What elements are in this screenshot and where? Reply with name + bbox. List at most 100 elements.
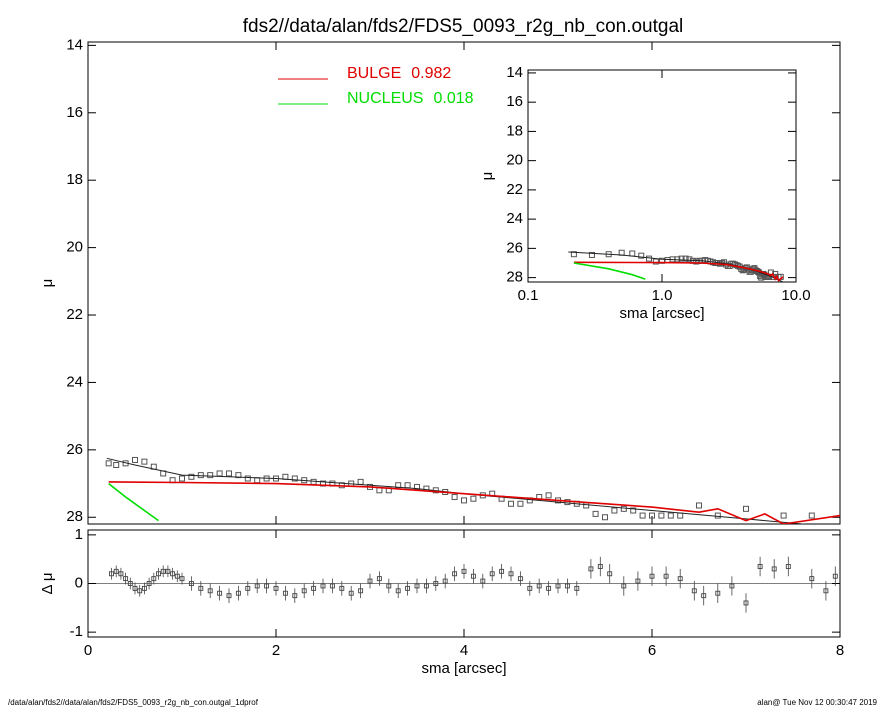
- residual-point: [414, 583, 420, 589]
- model-line: [108, 481, 840, 524]
- data-point: [693, 258, 700, 265]
- residual-point: [170, 571, 176, 577]
- y-axis-label: μ: [479, 172, 496, 181]
- data-point: [141, 458, 148, 465]
- data-point: [105, 460, 112, 467]
- data-point: [682, 255, 689, 262]
- residual-point: [188, 581, 194, 586]
- plot-frame: [527, 69, 797, 283]
- data-point: [639, 512, 646, 519]
- residual-point: [743, 600, 749, 606]
- residual-point: [348, 590, 354, 596]
- footer-right: alan@ Tue Nov 12 00:30:47 2019: [757, 698, 877, 707]
- residual-point: [235, 590, 241, 596]
- residual-point: [273, 585, 279, 591]
- data-point: [667, 512, 674, 519]
- model-line: [573, 261, 784, 282]
- residual-point: [785, 564, 791, 569]
- data-point: [602, 514, 608, 521]
- residual-point: [405, 585, 411, 591]
- y-tick-label: 16: [506, 93, 523, 110]
- residual-point: [132, 585, 138, 591]
- residual-point: [217, 590, 223, 596]
- residual-point: [198, 585, 204, 591]
- residual-point: [141, 585, 147, 591]
- residual-point: [442, 578, 448, 584]
- residual-point: [165, 568, 171, 574]
- data-point: [113, 462, 120, 469]
- plot-area: [568, 249, 784, 282]
- x-tick-label: 2: [272, 642, 280, 659]
- data-point: [588, 251, 595, 258]
- residual-point: [207, 588, 213, 594]
- data-point: [414, 483, 420, 490]
- y-tick-label: -1: [70, 623, 83, 640]
- residual-point: [433, 581, 439, 586]
- x-tick-label: 8: [836, 642, 844, 659]
- data-point: [216, 470, 223, 477]
- residual-point: [470, 573, 476, 579]
- x-tick-label: 10.0: [781, 287, 810, 304]
- data-point: [470, 495, 477, 502]
- residual-point: [376, 576, 382, 582]
- y-tick-label: 18: [66, 171, 83, 188]
- residual-point: [452, 571, 458, 577]
- data-point: [564, 499, 571, 506]
- residual-point: [127, 581, 133, 586]
- data-point: [714, 512, 721, 519]
- residual-point: [635, 578, 641, 584]
- residual-point: [109, 571, 114, 577]
- residual-point: [254, 583, 260, 589]
- data-point: [188, 473, 195, 480]
- legend-name: NUCLEUS: [347, 90, 423, 107]
- data-point: [226, 470, 232, 477]
- y-tick-label: 24: [506, 210, 523, 227]
- residual-point: [729, 583, 735, 589]
- x-tick-label: 4: [460, 642, 468, 659]
- y-axis-label: Δ μ: [39, 572, 56, 594]
- data-point: [620, 505, 627, 512]
- residual-point: [517, 576, 523, 582]
- data-point: [545, 492, 552, 499]
- y-tick-label: 14: [506, 64, 523, 81]
- model-line: [108, 482, 159, 522]
- data-point: [743, 505, 749, 512]
- data-point: [678, 255, 685, 262]
- residual-point: [527, 585, 533, 591]
- y-tick-label: 26: [506, 239, 523, 256]
- residual-point: [282, 590, 288, 596]
- y-tick-label: 20: [66, 239, 83, 256]
- residual-point: [329, 583, 335, 589]
- data-point: [686, 256, 693, 263]
- data-point: [320, 480, 326, 487]
- data-point: [461, 497, 467, 504]
- residual-point: [691, 588, 697, 594]
- legend-label: NUCLEUS 0.018: [347, 90, 474, 107]
- residual-point: [461, 568, 467, 574]
- residual-point: [607, 571, 613, 577]
- x-tick-label: 0: [84, 642, 92, 659]
- residual-point: [146, 581, 152, 586]
- y-axis-label: μ: [39, 279, 56, 288]
- y-tick-label: 1: [75, 526, 83, 543]
- legend-fraction: 0.982: [411, 65, 451, 82]
- residual-point: [564, 583, 570, 589]
- residual-point: [367, 578, 373, 584]
- x-tick-label: 6: [648, 642, 656, 659]
- residual-point: [536, 583, 542, 589]
- data-point: [291, 475, 298, 482]
- data-point: [207, 472, 214, 479]
- model-line: [106, 457, 808, 524]
- data-point: [696, 502, 702, 509]
- residual-point: [160, 568, 166, 574]
- data-point: [611, 507, 618, 514]
- residual-point: [156, 571, 161, 577]
- residual-point: [832, 573, 838, 579]
- y-tick-label: 22: [66, 306, 83, 323]
- y-tick-label: 14: [66, 36, 83, 53]
- x-axis-label: sma [arcsec]: [421, 660, 506, 677]
- residual-point: [757, 564, 763, 569]
- residual-point: [113, 568, 119, 574]
- model-line: [573, 262, 646, 280]
- residual-point: [301, 588, 307, 594]
